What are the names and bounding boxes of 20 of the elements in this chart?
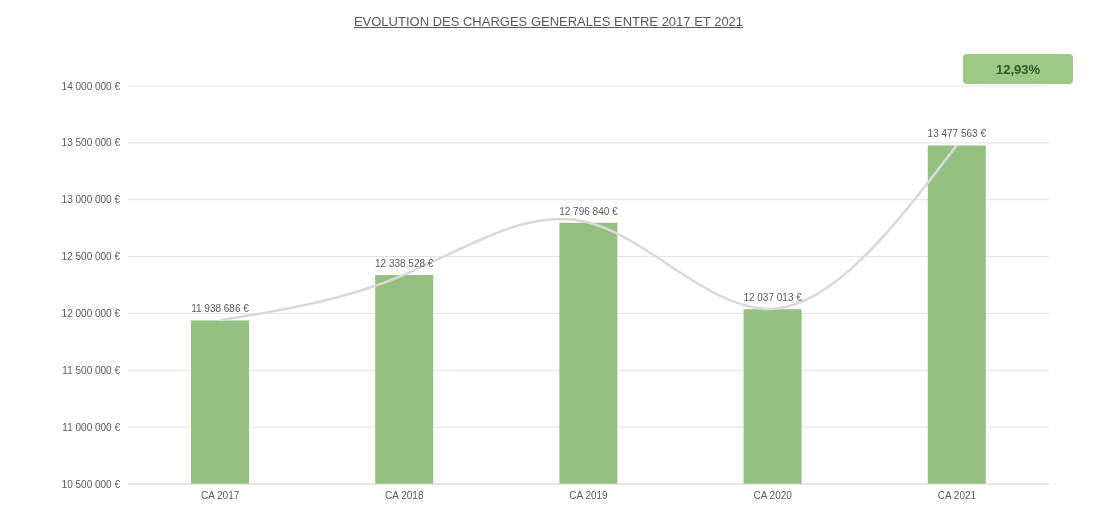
data-label: 12 037 013 €: [743, 292, 803, 304]
x-tick-label: CA 2018: [385, 490, 424, 502]
x-tick-label: CA 2020: [753, 490, 793, 502]
x-tick-label: CA 2019: [569, 490, 609, 502]
y-tick-label: 11 000 000 €: [62, 421, 121, 433]
chart-title: EVOLUTION DES CHARGES GENERALES ENTRE 2017 ET 2021: [352, 13, 745, 31]
y-tick-label: 12 500 000 €: [61, 251, 121, 263]
y-tick-label: 10 500 000 €: [61, 478, 121, 490]
data-label: 11 938 686 €: [191, 303, 250, 315]
y-tick-label: 11 500 000 €: [62, 364, 121, 376]
data-label: 12 796 840 €: [559, 205, 619, 217]
data-label: 12 338 528 €: [375, 257, 434, 269]
y-tick-label: 13 000 000 €: [61, 194, 121, 206]
text: 12,93%: [963, 54, 1073, 84]
x-tick-label: CA 2017: [200, 490, 240, 502]
y-tick-label: 12 000 000 €: [61, 307, 121, 319]
data-label: 13 477 563 €: [927, 128, 987, 140]
y-tick-label: 14 000 000 €: [61, 80, 121, 92]
x-tick-label: CA 2021: [937, 490, 977, 502]
y-tick-label: 13 500 000 €: [61, 137, 121, 149]
